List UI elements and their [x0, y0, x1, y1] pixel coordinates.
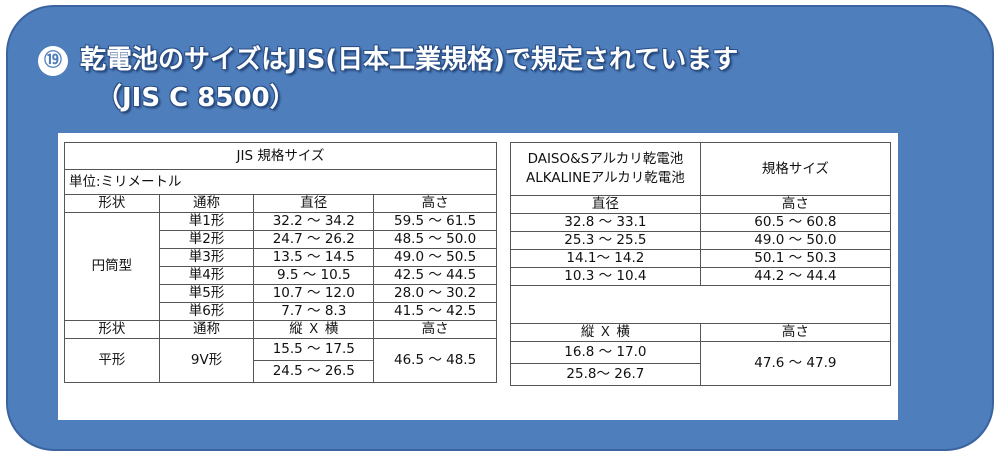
cell-name: 単1形: [158, 212, 255, 231]
cell-height: 46.5 〜 48.5: [373, 338, 497, 383]
table-panel: JIS 規格サイズ 単位:ミリメートル 形状 通称 直径 高さ 円筒型 単1形 …: [58, 133, 898, 420]
jis-size-table: JIS 規格サイズ 単位:ミリメートル 形状 通称 直径 高さ 円筒型 単1形 …: [64, 142, 497, 383]
table-row: 平形 9V形 15.5 〜 17.5 46.5 〜 48.5: [64, 338, 497, 383]
col-header-height: 高さ: [699, 195, 892, 214]
flat-header-height: 高さ: [373, 320, 497, 339]
table-row: 25.3 〜 25.5 49.0 〜 50.0: [510, 231, 892, 250]
daiso-title-right: 規格サイズ: [699, 142, 892, 196]
blank-area: [510, 285, 891, 324]
cell-name: 単2形: [158, 230, 255, 249]
cell-name: 9V形: [158, 338, 255, 383]
table-row: 10.3 〜 10.4 44.2 〜 44.4: [510, 267, 892, 286]
table-row: 単6形 7.7 〜 8.3 41.5 〜 42.5: [65, 302, 497, 321]
table-row: 24.5 〜 26.5: [65, 360, 497, 383]
table-row: 単5形 10.7 〜 12.0 28.0 〜 30.2: [65, 284, 497, 303]
table-row: 14.1〜 14.2 50.1 〜 50.3: [510, 249, 892, 268]
table-row: 単2形 24.7 〜 26.2 48.5 〜 50.0: [65, 230, 497, 249]
cell-height: 50.1 〜 50.3: [699, 249, 892, 268]
cell-diameter: 10.7 〜 12.0: [253, 284, 375, 303]
col-header-shape: 形状: [64, 194, 160, 213]
cell-diameter: 25.3 〜 25.5: [510, 231, 701, 250]
cell-dim-2: 24.5 〜 26.5: [253, 360, 375, 383]
cell-diameter: 32.2 〜 34.2: [253, 212, 375, 231]
table-row: 単4形 9.5 〜 10.5 42.5 〜 44.5: [65, 266, 497, 285]
title-line-2: （JIS C 8500）: [96, 83, 296, 113]
unit-label: 単位:ミリメートル: [64, 169, 497, 195]
daiso-title-line-2: ALKALINEアルカリ乾電池: [526, 170, 685, 186]
cell-diameter: 10.3 〜 10.4: [510, 267, 701, 286]
table-row: 25.8〜 26.7: [510, 363, 891, 386]
cell-name: 単5形: [158, 284, 255, 303]
flat-header-shape: 形状: [64, 320, 160, 339]
table-row: 円筒型 単1形 32.2 〜 34.2 59.5 〜 61.5: [64, 212, 497, 321]
cell-height: 48.5 〜 50.0: [373, 230, 497, 249]
cell-height: 44.2 〜 44.4: [699, 267, 892, 286]
flat-header-dims: 縦 Ｘ 横: [253, 320, 375, 339]
col-header-name: 通称: [158, 194, 255, 213]
cell-height: 60.5 〜 60.8: [699, 213, 892, 232]
cell-dim-2: 25.8〜 26.7: [510, 363, 701, 386]
cell-height: 41.5 〜 42.5: [373, 302, 497, 321]
cell-height: 49.0 〜 50.5: [373, 248, 497, 267]
daiso-table-title: DAISO&Sアルカリ乾電池 ALKALINEアルカリ乾電池: [510, 142, 701, 196]
cell-diameter: 13.5 〜 14.5: [253, 248, 375, 267]
daiso-title-line-1: DAISO&Sアルカリ乾電池: [527, 151, 684, 167]
shape-cylinder: 円筒型: [64, 212, 160, 321]
cell-name: 単3形: [158, 248, 255, 267]
flat-header-dims: 縦 Ｘ 横: [510, 323, 701, 342]
daiso-size-table: DAISO&Sアルカリ乾電池 ALKALINEアルカリ乾電池 規格サイズ 直径 …: [510, 142, 892, 386]
jis-table-title: JIS 規格サイズ: [64, 142, 497, 170]
shape-flat: 平形: [64, 338, 160, 383]
flat-header-height: 高さ: [699, 323, 892, 342]
cell-name: 単6形: [158, 302, 255, 321]
cell-height: 49.0 〜 50.0: [699, 231, 892, 250]
cell-height: 28.0 〜 30.2: [373, 284, 497, 303]
page-title: ⑲ 乾電池のサイズはJIS(日本工業規格)で規定されています （JIS C 850…: [38, 41, 738, 117]
cell-dim-1: 15.5 〜 17.5: [253, 338, 375, 361]
col-header-diameter: 直径: [510, 195, 701, 214]
number-badge: ⑲: [38, 45, 68, 76]
table-row: 32.8 〜 33.1 60.5 〜 60.8: [510, 213, 892, 232]
title-line-1: 乾電池のサイズはJIS(日本工業規格)で規定されています: [80, 45, 739, 75]
col-header-diameter: 直径: [253, 194, 375, 213]
cell-height: 42.5 〜 44.5: [373, 266, 497, 285]
cell-height: 47.6 〜 47.9: [699, 341, 892, 386]
cell-diameter: 32.8 〜 33.1: [510, 213, 701, 232]
cell-diameter: 9.5 〜 10.5: [253, 266, 375, 285]
cell-diameter: 7.7 〜 8.3: [253, 302, 375, 321]
table-row: 16.8 〜 17.0 47.6 〜 47.9: [510, 341, 892, 386]
flat-header-name: 通称: [158, 320, 255, 339]
cell-diameter: 24.7 〜 26.2: [253, 230, 375, 249]
cell-diameter: 14.1〜 14.2: [510, 249, 701, 268]
cell-height: 59.5 〜 61.5: [373, 212, 497, 231]
cell-dim-1: 16.8 〜 17.0: [510, 341, 701, 364]
cell-name: 単4形: [158, 266, 255, 285]
table-row: 単3形 13.5 〜 14.5 49.0 〜 50.5: [65, 248, 497, 267]
col-header-height: 高さ: [373, 194, 497, 213]
